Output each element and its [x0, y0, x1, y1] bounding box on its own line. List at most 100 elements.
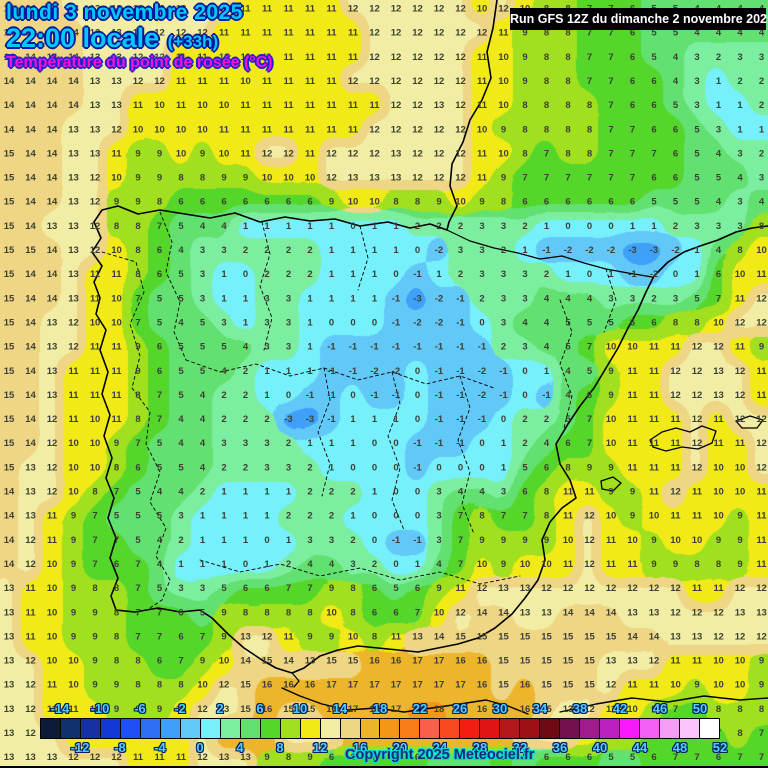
grid-number: -1: [413, 462, 422, 473]
scale-cell: [480, 719, 501, 738]
grid-number: -1: [370, 342, 379, 353]
grid-number: -2: [564, 245, 572, 256]
grid-number: 18: [434, 704, 445, 715]
grid-number: 8: [522, 124, 527, 135]
grid-number: 9: [608, 390, 613, 401]
grid-number: -3: [413, 293, 421, 304]
grid-number: 12: [391, 76, 402, 87]
grid-number: 3: [479, 269, 484, 280]
region-border-path: [457, 375, 475, 535]
region-border-path: [603, 268, 617, 333]
grid-number: 8: [737, 245, 742, 256]
grid-number: 11: [627, 414, 638, 425]
grid-number: 11: [627, 438, 638, 449]
grid-number: 3: [200, 583, 205, 594]
grid-number: 13: [68, 124, 79, 135]
grid-number: 8: [243, 607, 248, 618]
grid-number: 13: [68, 148, 79, 159]
grid-number: 12: [326, 173, 337, 184]
grid-number: 7: [608, 76, 613, 87]
grid-number: 3: [630, 293, 635, 304]
grid-number: 4: [716, 197, 722, 208]
grid-number: 10: [627, 535, 638, 546]
grid-number: 12: [412, 148, 423, 159]
grid-number: 13: [111, 52, 122, 63]
grid-number: 12: [25, 559, 36, 570]
grid-number: 9: [329, 583, 334, 594]
grid-number: 3: [221, 438, 226, 449]
grid-number: 12: [670, 583, 681, 594]
grid-number: 3: [329, 535, 334, 546]
grid-number: 12: [455, 124, 466, 135]
grid-number: 13: [25, 487, 36, 498]
grid-number: 11: [477, 52, 488, 63]
scale-label: 36: [552, 740, 568, 755]
grid-number: 7: [114, 535, 119, 546]
grid-number: 7: [630, 148, 635, 159]
grid-number: 4: [544, 438, 550, 449]
grid-number: 11: [305, 124, 316, 135]
grid-number: 3: [694, 221, 699, 232]
grid-number: 2: [221, 462, 226, 473]
grid-number: 10: [606, 511, 617, 522]
grid-number: 3: [759, 173, 764, 184]
grid-number: 15: [4, 414, 15, 425]
grid-number: 13: [391, 148, 402, 159]
grid-number: 11: [283, 124, 294, 135]
grid-number: 14: [25, 390, 36, 401]
grid-number: 13: [47, 221, 58, 232]
grid-number: 11: [47, 535, 58, 546]
grid-number: 7: [587, 28, 592, 39]
grid-number: 9: [135, 197, 140, 208]
grid-number: 4: [544, 293, 550, 304]
grid-number: 11: [305, 4, 316, 15]
grid-number: 9: [630, 487, 635, 498]
grid-number: 7: [694, 752, 699, 763]
scale-label: 46: [652, 701, 668, 716]
grid-number: 0: [286, 390, 291, 401]
grid-number: 1: [307, 221, 313, 232]
grid-number: 14: [25, 366, 36, 377]
scale-cell: [380, 719, 401, 738]
grid-number: 1: [264, 559, 270, 570]
grid-number: 1: [243, 293, 249, 304]
grid-number: 12: [369, 76, 380, 87]
grid-number: 3: [673, 293, 678, 304]
grid-number: -1: [435, 438, 444, 449]
grid-number: 6: [651, 124, 656, 135]
grid-number: 11: [283, 76, 294, 87]
grid-number: 13: [219, 704, 230, 715]
grid-number: 0: [415, 511, 420, 522]
grid-number: 10: [176, 124, 187, 135]
scale-cell: [680, 719, 700, 738]
grid-number: 4: [673, 52, 679, 63]
grid-number: 9: [759, 680, 764, 691]
scale-label: 44: [632, 740, 648, 755]
grid-number: 9: [501, 559, 506, 570]
grid-number: 8: [114, 656, 119, 667]
grid-number: 12: [391, 124, 402, 135]
grid-number: 3: [737, 52, 742, 63]
grid-number: 1: [393, 221, 399, 232]
grid-number: 11: [283, 100, 294, 111]
grid-number: 9: [221, 607, 226, 618]
grid-number: 5: [178, 269, 184, 280]
grid-number: 5: [694, 197, 700, 208]
grid-number: 13: [4, 752, 15, 763]
scale-label: 32: [512, 740, 528, 755]
grid-number: 13: [4, 631, 15, 642]
grid-number: 8: [415, 197, 420, 208]
grid-number: 12: [455, 28, 466, 39]
grid-number: 9: [608, 487, 613, 498]
grid-number: 11: [606, 704, 617, 715]
grid-number: 1: [286, 221, 292, 232]
grid-number: 6: [565, 752, 570, 763]
grid-number: 4: [716, 245, 722, 256]
grid-number: 10: [133, 124, 144, 135]
region-border-path: [387, 371, 405, 531]
grid-number: 0: [458, 462, 463, 473]
grid-number: -1: [542, 245, 551, 256]
grid-number: 0: [393, 511, 398, 522]
scale-cell: [699, 719, 719, 738]
grid-number: 12: [197, 28, 208, 39]
